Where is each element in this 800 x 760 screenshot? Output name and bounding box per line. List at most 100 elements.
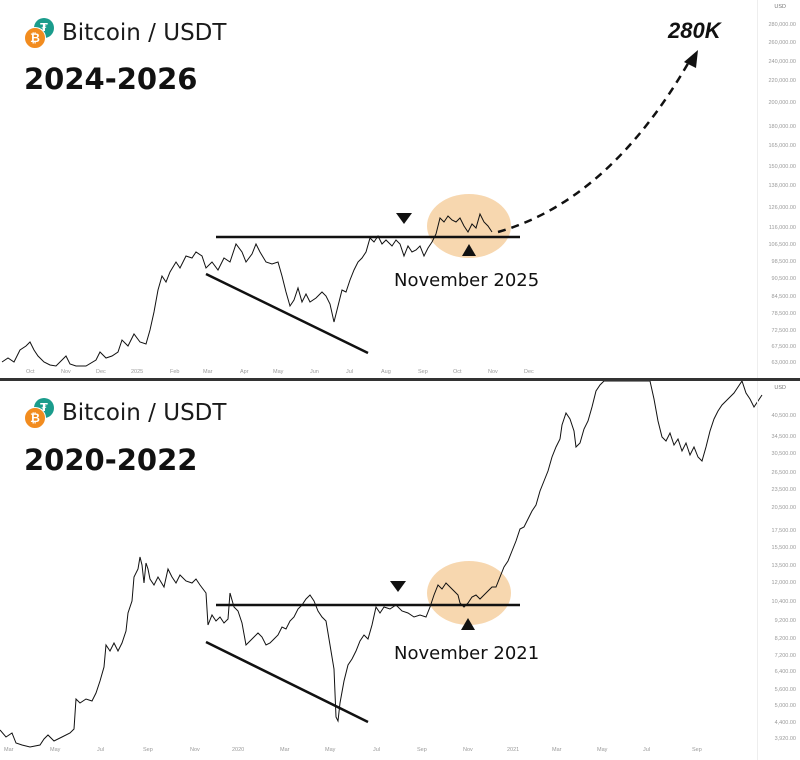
y-tick: 138,000.00 (768, 183, 796, 189)
y-tick: 63,000.00 (771, 360, 796, 366)
price-line (1, 212, 493, 367)
y-tick: 23,500.00 (771, 487, 796, 493)
x-tick: 2025 (131, 369, 144, 375)
x-tick: Mar (552, 747, 562, 753)
y-tick: 116,000.00 (768, 225, 796, 231)
y-tick: 67,500.00 (771, 344, 796, 350)
y-tick: 98,500.00 (771, 259, 796, 265)
y-axis[interactable]: 40,500.00 34,500.00 30,500.00 26,500.00 … (757, 381, 800, 760)
x-tick: Jul (373, 747, 381, 753)
panel-divider (0, 378, 800, 381)
y-tick: 84,500.00 (771, 294, 796, 300)
currency-label: USD (774, 385, 786, 391)
range-label: 2024-2026 (24, 62, 198, 96)
chart-panel-2020-2022: ₮ ₿ Bitcoin / USDT 2020-2022 November 20… (0, 381, 800, 760)
x-tick: Aug (381, 369, 391, 375)
y-tick: 240,000.00 (768, 59, 796, 65)
btc-usdt-coin-icon: ₮ ₿ (22, 18, 56, 49)
target-label: 280K (668, 18, 721, 43)
x-tick: Jul (643, 747, 651, 753)
y-tick: 90,500.00 (771, 276, 796, 282)
y-tick: 72,500.00 (771, 328, 796, 334)
pair-label: Bitcoin / USDT (62, 400, 227, 426)
x-tick: Jul (97, 747, 105, 753)
currency-label: USD (774, 4, 786, 10)
y-tick: 15,500.00 (771, 545, 796, 551)
x-tick: Sep (417, 747, 427, 753)
x-tick: May (597, 747, 608, 753)
x-tick: Sep (143, 747, 153, 753)
y-tick: 30,500.00 (771, 451, 796, 457)
price-chart-top (1, 50, 698, 367)
x-tick: Jul (346, 369, 354, 375)
x-tick: Nov (488, 369, 498, 375)
pair-title: ₮ ₿ Bitcoin / USDT (22, 398, 227, 429)
y-tick: 6,400.00 (774, 669, 796, 675)
range-label: 2020-2022 (24, 443, 198, 477)
price-line (0, 381, 763, 748)
y-tick: 7,200.00 (774, 653, 796, 659)
y-tick: 34,500.00 (771, 434, 796, 440)
up-triangle-marker (461, 618, 475, 630)
x-tick: Oct (453, 369, 462, 375)
x-tick: 2020 (232, 747, 245, 753)
y-tick: 150,000.00 (768, 164, 796, 170)
arrow-head-icon (684, 50, 698, 68)
projection-arrow (497, 59, 692, 234)
y-tick: 106,500.00 (768, 242, 796, 248)
up-triangle-marker (462, 244, 476, 256)
x-tick: Mar (280, 747, 290, 753)
down-triangle-marker (396, 213, 412, 224)
y-tick: 12,000.00 (771, 580, 796, 586)
y-tick: 10,400.00 (771, 599, 796, 605)
descending-trendline (205, 640, 369, 724)
annotation-label: November 2021 (394, 643, 540, 664)
y-tick: 5,600.00 (774, 687, 796, 693)
y-tick: 17,500.00 (771, 528, 796, 534)
pair-label: Bitcoin / USDT (62, 20, 227, 46)
y-tick: 180,000.00 (768, 124, 796, 130)
y-tick: 220,000.00 (768, 78, 796, 84)
x-tick: Mar (4, 747, 14, 753)
pair-title: ₮ ₿ Bitcoin / USDT (22, 18, 227, 49)
y-tick: 200,000.00 (768, 100, 796, 106)
x-tick: Dec (96, 369, 106, 375)
y-tick: 4,400.00 (774, 720, 796, 726)
chart-panel-2024-2026: ₮ ₿ Bitcoin / USDT 2024-2026 280K Novemb… (0, 0, 800, 378)
y-tick: 20,500.00 (771, 505, 796, 511)
descending-trendline (205, 272, 369, 355)
down-triangle-marker (390, 581, 406, 592)
highlight-circle (427, 194, 511, 258)
x-tick: Feb (170, 369, 180, 375)
y-tick: 78,500.00 (771, 311, 796, 317)
x-tick: Apr (240, 369, 249, 375)
x-tick: May (273, 369, 284, 375)
highlight-circle (427, 561, 511, 625)
y-tick: 165,000.00 (768, 143, 796, 149)
y-tick: 5,000.00 (774, 703, 796, 709)
x-tick: May (50, 747, 61, 753)
x-tick: Nov (190, 747, 200, 753)
y-tick: 280,000.00 (768, 22, 796, 28)
x-tick: Sep (418, 369, 428, 375)
y-tick: 40,500.00 (771, 413, 796, 419)
price-chart-bottom (0, 381, 763, 748)
x-tick: Nov (61, 369, 71, 375)
x-tick: Jun (310, 369, 319, 375)
x-tick: Dec (524, 369, 534, 375)
y-tick: 9,200.00 (774, 618, 796, 624)
x-tick: Mar (203, 369, 213, 375)
y-tick: 126,000.00 (768, 205, 796, 211)
x-tick: 2021 (507, 747, 520, 753)
y-tick: 260,000.00 (768, 40, 796, 46)
y-tick: 8,200.00 (774, 636, 796, 642)
btc-usdt-coin-icon: ₮ ₿ (22, 398, 56, 429)
x-tick: May (325, 747, 336, 753)
annotation-label: November 2025 (394, 270, 540, 291)
y-axis[interactable]: 280,000.00 260,000.00 240,000.00 220,000… (757, 0, 800, 378)
x-tick: Nov (463, 747, 473, 753)
x-tick: Sep (692, 747, 702, 753)
y-tick: 26,500.00 (771, 470, 796, 476)
x-tick: Oct (26, 369, 35, 375)
y-tick: 13,500.00 (771, 563, 796, 569)
